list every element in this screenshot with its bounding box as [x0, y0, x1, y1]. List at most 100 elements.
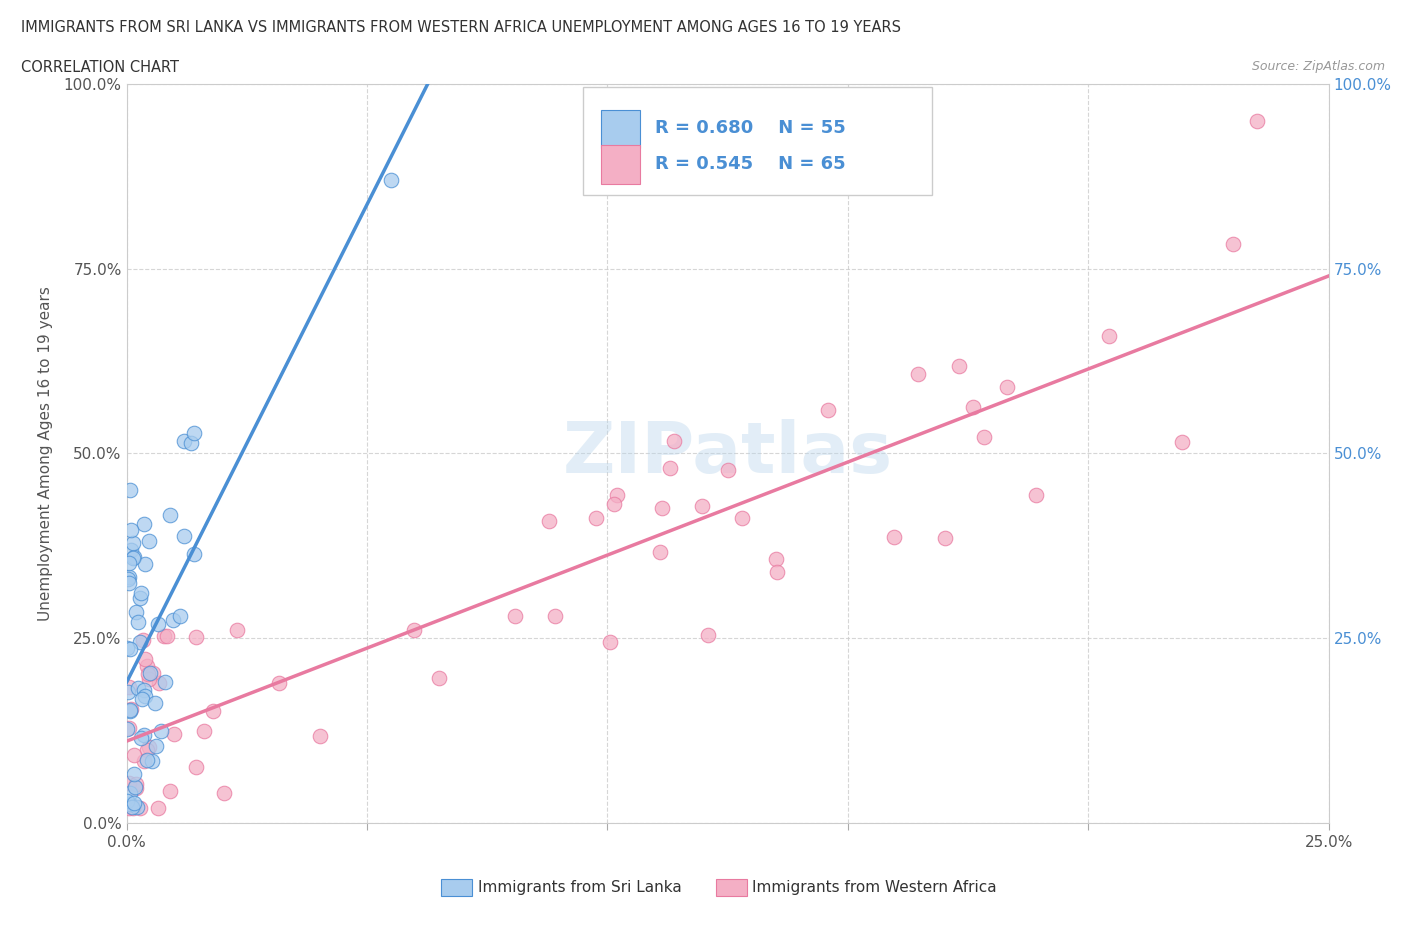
Point — [184, 759, 207, 774]
Y-axis label: Unemployment Among Ages 16 to 19 years: Unemployment Among Ages 16 to 19 years — [38, 286, 52, 621]
Point — [1170, 434, 1192, 449]
Point — [142, 666, 165, 681]
Point — [121, 800, 143, 815]
Point — [690, 498, 713, 513]
Point — [159, 508, 181, 523]
Point — [155, 675, 177, 690]
Point — [127, 615, 149, 630]
Point — [129, 585, 152, 600]
Point — [883, 529, 905, 544]
Point — [173, 433, 195, 448]
Point — [124, 779, 146, 794]
Point — [183, 426, 205, 441]
Point — [120, 482, 142, 497]
Point — [118, 720, 141, 735]
Point — [1246, 113, 1268, 128]
Point — [122, 796, 145, 811]
Point — [606, 487, 628, 502]
Point — [129, 590, 152, 604]
Point — [115, 641, 138, 656]
Text: Immigrants from Western Africa: Immigrants from Western Africa — [752, 880, 997, 895]
Point — [115, 722, 138, 737]
Point — [120, 703, 142, 718]
Point — [117, 576, 139, 591]
Point — [1222, 237, 1244, 252]
Point — [1025, 487, 1047, 502]
Point — [118, 801, 141, 816]
Point — [117, 571, 139, 586]
Point — [134, 517, 156, 532]
Point — [118, 703, 141, 718]
Point — [380, 172, 402, 187]
Point — [544, 609, 567, 624]
Point — [118, 776, 141, 790]
FancyBboxPatch shape — [583, 87, 932, 194]
Point — [136, 667, 159, 682]
Point — [132, 754, 155, 769]
Point — [129, 731, 152, 746]
Point — [120, 701, 142, 716]
Point — [118, 680, 141, 695]
Point — [122, 551, 145, 565]
Point — [139, 666, 162, 681]
Text: Source: ZipAtlas.com: Source: ZipAtlas.com — [1251, 60, 1385, 73]
Text: R = 0.680    N = 55: R = 0.680 N = 55 — [655, 119, 846, 137]
Point — [127, 681, 149, 696]
Point — [138, 671, 160, 686]
Point — [132, 683, 155, 698]
Point — [122, 550, 145, 565]
Point — [148, 801, 170, 816]
Point — [817, 403, 839, 418]
Point — [138, 739, 160, 754]
Point — [134, 651, 156, 666]
Point — [648, 545, 671, 560]
Point — [124, 780, 146, 795]
Point — [120, 543, 142, 558]
Point — [309, 728, 332, 743]
Point — [148, 675, 170, 690]
Point — [134, 557, 156, 572]
Point — [651, 500, 673, 515]
Point — [136, 752, 159, 767]
Point — [124, 604, 146, 619]
Point — [122, 748, 145, 763]
Point — [766, 565, 789, 579]
Text: R = 0.545    N = 65: R = 0.545 N = 65 — [655, 155, 846, 173]
Point — [162, 726, 184, 741]
Point — [212, 786, 235, 801]
Point — [731, 511, 754, 525]
Point — [995, 379, 1018, 394]
Point — [141, 753, 163, 768]
Point — [120, 786, 142, 801]
Point — [202, 703, 225, 718]
Point — [225, 622, 247, 637]
Point — [585, 511, 607, 525]
Point — [973, 430, 995, 445]
Point — [134, 688, 156, 703]
Point — [118, 569, 141, 584]
Point — [662, 433, 685, 448]
Point — [603, 497, 626, 512]
Text: ZIPatlas: ZIPatlas — [562, 418, 893, 488]
Point — [122, 801, 145, 816]
Point — [138, 534, 160, 549]
Point — [267, 676, 290, 691]
Point — [120, 523, 142, 538]
FancyBboxPatch shape — [602, 145, 640, 183]
Point — [127, 800, 149, 815]
Point — [1098, 329, 1121, 344]
Point — [118, 556, 141, 571]
Point — [538, 513, 561, 528]
Point — [132, 632, 155, 647]
Text: IMMIGRANTS FROM SRI LANKA VS IMMIGRANTS FROM WESTERN AFRICA UNEMPLOYMENT AMONG A: IMMIGRANTS FROM SRI LANKA VS IMMIGRANTS … — [21, 20, 901, 35]
FancyBboxPatch shape — [602, 110, 640, 148]
Point — [162, 613, 184, 628]
Point — [402, 622, 425, 637]
Point — [503, 608, 526, 623]
Point — [155, 629, 177, 644]
Point — [765, 551, 787, 566]
Point — [135, 742, 157, 757]
Point — [173, 529, 195, 544]
Point — [183, 547, 205, 562]
Point — [118, 796, 141, 811]
